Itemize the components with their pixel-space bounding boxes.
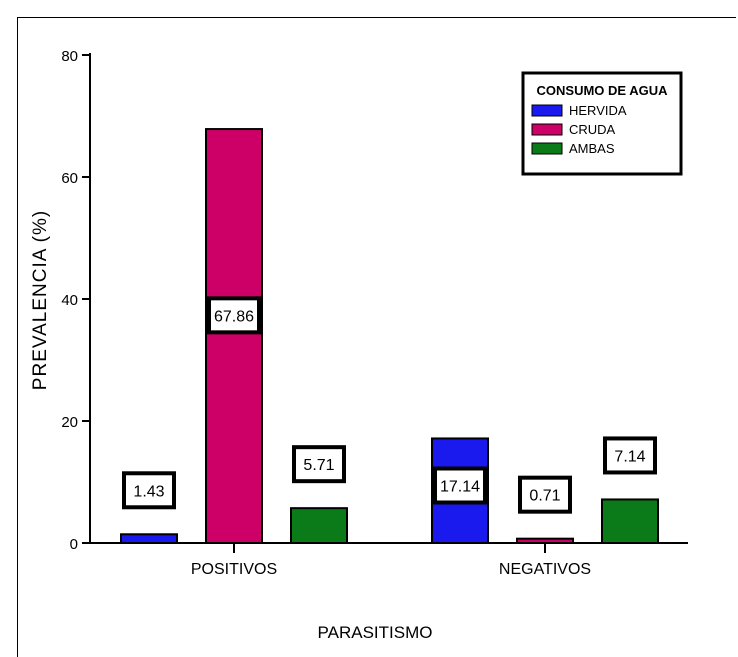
legend-title: CONSUMO DE AGUA [537, 83, 669, 98]
data-label: 7.14 [614, 448, 645, 465]
data-label-box [207, 296, 261, 335]
data-label-box [122, 471, 176, 510]
chart-frame [17, 17, 736, 657]
legend-swatch-cruda [531, 123, 563, 136]
legend-swatch-hervida [531, 104, 563, 117]
x-tick-label: NEGATIVOS [499, 561, 591, 578]
bar-ambas-positivos [290, 507, 348, 545]
data-labels: 1.43 67.86 5.71 17.14 0.71 7.14 [122, 296, 657, 514]
y-tick-label: 40 [61, 292, 78, 309]
data-label-box [518, 475, 572, 514]
legend-label: AMBAS [569, 141, 615, 156]
bar-hervida-positivos [120, 533, 178, 544]
bars [120, 128, 659, 545]
y-tick-label: 60 [61, 170, 78, 187]
axes: 0 20 40 60 80 POSITIVOS NEGATIVOS [61, 48, 688, 578]
bar-cruda-positivos [205, 128, 263, 545]
data-label-box [603, 436, 657, 475]
legend-label: CRUDA [569, 122, 616, 137]
x-axis-title: PARASITISMO [318, 623, 433, 642]
x-tick-label: POSITIVOS [191, 561, 277, 578]
data-label-box [292, 445, 346, 484]
legend-label: HERVIDA [569, 103, 627, 118]
bar-cruda-negativos [516, 537, 574, 545]
y-axis-title: PREVALENCIA (%) [30, 210, 51, 390]
y-tick-label: 20 [61, 414, 78, 431]
data-label: 5.71 [303, 457, 334, 474]
data-label: 17.14 [440, 478, 480, 495]
data-label-box [433, 466, 487, 505]
data-label: 0.71 [529, 488, 560, 505]
y-tick-label: 80 [61, 48, 78, 65]
data-label: 1.43 [133, 483, 164, 500]
legend-swatch-ambas [531, 142, 563, 155]
bar-ambas-negativos [601, 498, 659, 545]
data-label: 67.86 [214, 308, 254, 325]
y-tick-label: 0 [70, 536, 78, 553]
legend: CONSUMO DE AGUA HERVIDA CRUDA AMBAS [521, 71, 683, 176]
